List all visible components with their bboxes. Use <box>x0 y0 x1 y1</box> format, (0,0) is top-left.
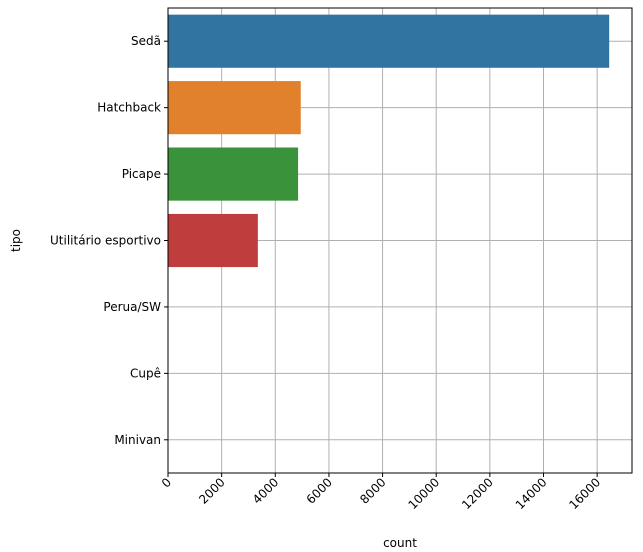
bar <box>168 81 301 135</box>
y-tick-label: Utilitário esportivo <box>50 234 161 248</box>
y-tick-label: Hatchback <box>97 101 161 115</box>
y-axis-label: tipo <box>9 229 23 252</box>
y-tick-label: Cupê <box>130 366 161 380</box>
x-tick-label: 2000 <box>196 475 227 506</box>
y-tick-label: Picape <box>122 167 161 181</box>
ticks-layer: Sedã Hatchback Picape Utilitário esportivo P… <box>50 34 603 512</box>
x-tick-label: 16000 <box>566 475 603 512</box>
y-tick-label: Minivan <box>114 433 161 447</box>
y-tick-label: Perua/SW <box>103 300 161 314</box>
bar <box>168 14 610 68</box>
x-tick-label: 4000 <box>250 475 281 506</box>
x-tick-label: 14000 <box>513 475 550 512</box>
bars-layer <box>168 14 610 268</box>
y-tick-label: Sedã <box>131 34 161 48</box>
bar <box>168 147 299 201</box>
x-tick-label: 12000 <box>459 475 496 512</box>
x-tick-label: 10000 <box>405 475 442 512</box>
x-tick-label: 0 <box>159 475 174 490</box>
x-axis-label: count <box>383 536 417 550</box>
x-tick-label: 8000 <box>357 475 388 506</box>
bar <box>168 213 258 268</box>
x-tick-label: 6000 <box>304 475 335 506</box>
